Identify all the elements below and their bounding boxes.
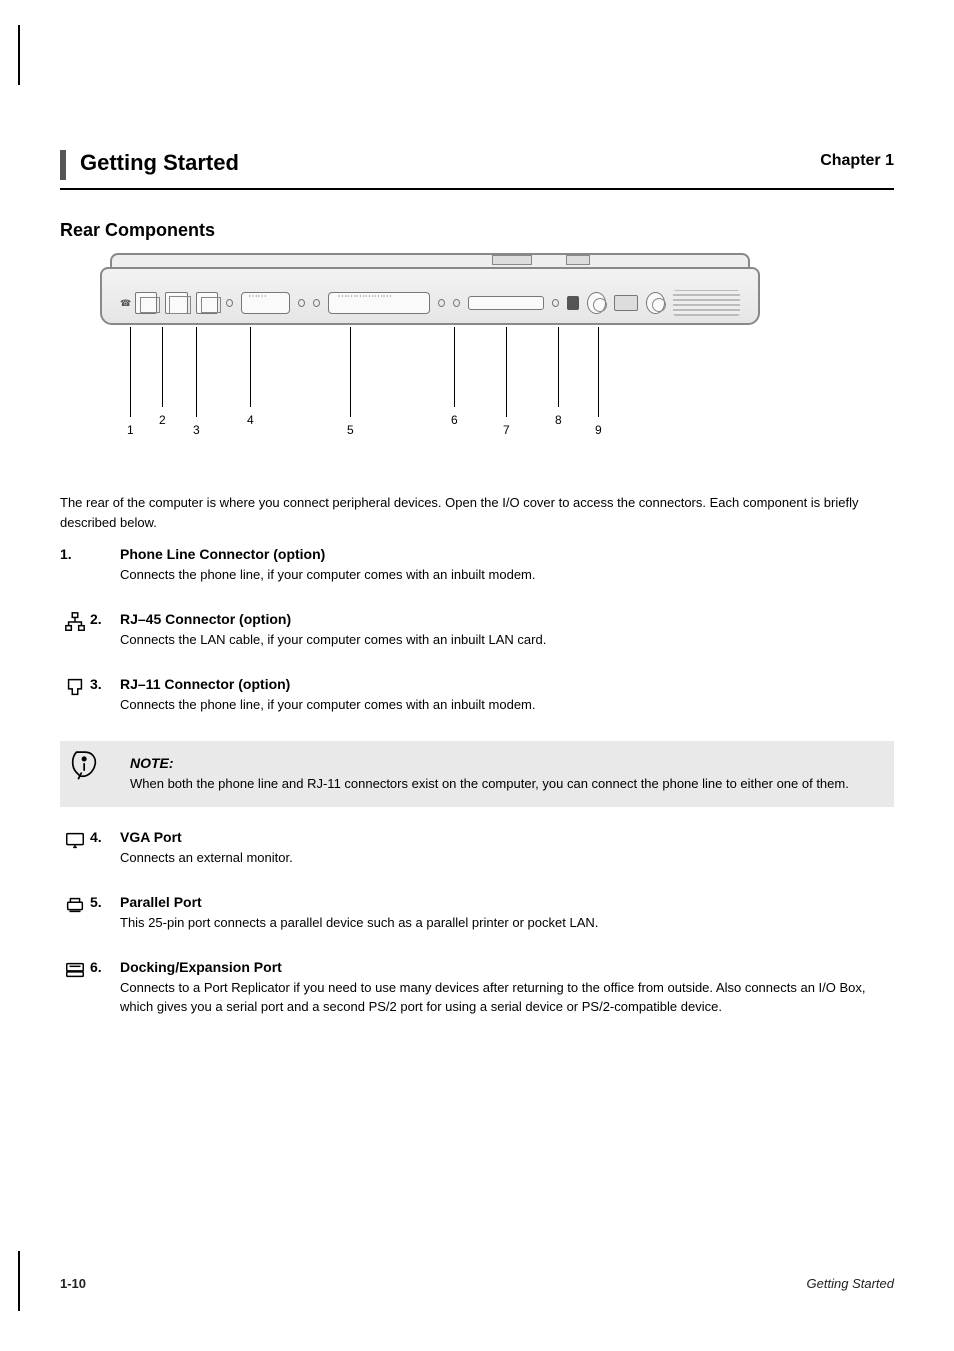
lid-latch-2 <box>566 255 590 265</box>
parallel-icon <box>60 894 90 921</box>
lan-icon <box>60 611 90 638</box>
callout-7: 7 <box>503 423 510 437</box>
item-6: 6. Docking/Expansion Port Connects to a … <box>60 959 894 1017</box>
item-label: VGA Port <box>120 829 894 845</box>
item-label: Phone Line Connector (option) <box>120 546 894 562</box>
callout-4: 4 <box>247 413 254 427</box>
page-number: 1-10 <box>60 1276 86 1291</box>
vent-grill <box>673 290 740 316</box>
callout-2: 2 <box>159 413 166 427</box>
note-icon <box>68 747 102 786</box>
screw <box>226 299 233 307</box>
title-accent <box>60 150 66 180</box>
ports-row: ☎ <box>120 287 740 319</box>
item-label: RJ–11 Connector (option) <box>120 676 894 692</box>
screw <box>313 299 320 307</box>
modem-icon <box>60 676 90 703</box>
item-number: 2. <box>90 611 114 627</box>
item-desc: Connects the LAN cable, if your computer… <box>120 631 894 650</box>
callout-line <box>598 327 599 417</box>
port-ps2b <box>646 292 665 314</box>
callout-line <box>350 327 351 417</box>
item-number: 3. <box>90 676 114 692</box>
item-label: Parallel Port <box>120 894 894 910</box>
port-parallel <box>328 292 429 314</box>
rear-diagram: ☎ 1 2 3 4 <box>100 253 780 453</box>
item-desc: This 25-pin port connects a parallel dev… <box>120 914 894 933</box>
item-5: 5. Parallel Port This 25-pin port connec… <box>60 894 894 933</box>
callout-line <box>454 327 455 407</box>
callout-9: 9 <box>595 423 602 437</box>
item-2: 2. RJ–45 Connector (option) Connects the… <box>60 611 894 650</box>
callout-line <box>506 327 507 417</box>
footer-book: Getting Started <box>807 1276 894 1291</box>
item-number: 4. <box>90 829 114 845</box>
callout-1: 1 <box>127 423 134 437</box>
intro-paragraph: The rear of the computer is where you co… <box>60 493 894 532</box>
item-number: 1. <box>60 546 84 562</box>
item-desc: Connects an external monitor. <box>120 849 894 868</box>
item-4: 4. VGA Port Connects an external monitor… <box>60 829 894 868</box>
callout-8: 8 <box>555 413 562 427</box>
port-usb <box>614 295 638 311</box>
callouts: 1 2 3 4 5 6 7 8 9 <box>100 327 760 437</box>
chapter-label: Chapter 1 <box>820 152 894 170</box>
note-block: NOTE: When both the phone line and RJ-11… <box>60 741 894 808</box>
callout-line <box>196 327 197 417</box>
title-bar: Getting Started Chapter 1 <box>60 150 894 190</box>
port-docking <box>468 296 544 310</box>
screw <box>453 299 460 307</box>
port-ps2a <box>587 292 606 314</box>
item-desc: Connects the phone line, if your compute… <box>120 696 894 715</box>
callout-line <box>162 327 163 407</box>
phone-icon: ☎ <box>120 298 131 309</box>
items-list: 1. Phone Line Connector (option) Connect… <box>60 546 894 1017</box>
page-body: Getting Started Chapter 1 Rear Component… <box>60 150 894 1291</box>
margin-rule-bottom <box>18 1251 20 1311</box>
note-title: NOTE: <box>130 755 878 771</box>
section-heading: Rear Components <box>60 220 894 241</box>
item-number: 5. <box>90 894 114 910</box>
screw <box>298 299 305 307</box>
item-number: 6. <box>90 959 114 975</box>
callout-6: 6 <box>451 413 458 427</box>
margin-rule-top <box>18 25 20 85</box>
callout-3: 3 <box>193 423 200 437</box>
port-vga <box>241 292 290 314</box>
callout-line <box>130 327 131 417</box>
port-rj45 <box>165 292 187 314</box>
item-desc: Connects the phone line, if your compute… <box>120 566 894 585</box>
lid-latch <box>492 255 532 265</box>
item-label: RJ–45 Connector (option) <box>120 611 894 627</box>
port-phone <box>135 292 157 314</box>
port-ir <box>567 296 579 310</box>
docking-icon <box>60 959 90 986</box>
callout-line <box>558 327 559 407</box>
vga-icon <box>60 829 90 856</box>
port-rj11 <box>196 292 218 314</box>
item-3: 3. RJ–11 Connector (option) Connects the… <box>60 676 894 715</box>
callout-line <box>250 327 251 407</box>
item-1: 1. Phone Line Connector (option) Connect… <box>60 546 894 585</box>
callout-5: 5 <box>347 423 354 437</box>
page-footer: 1-10 Getting Started <box>60 1276 894 1291</box>
screw <box>552 299 559 307</box>
page-title: Getting Started <box>80 150 239 176</box>
item-label: Docking/Expansion Port <box>120 959 894 975</box>
note-text: When both the phone line and RJ-11 conne… <box>130 775 878 794</box>
item-desc: Connects to a Port Replicator if you nee… <box>120 979 894 1017</box>
screw <box>438 299 445 307</box>
